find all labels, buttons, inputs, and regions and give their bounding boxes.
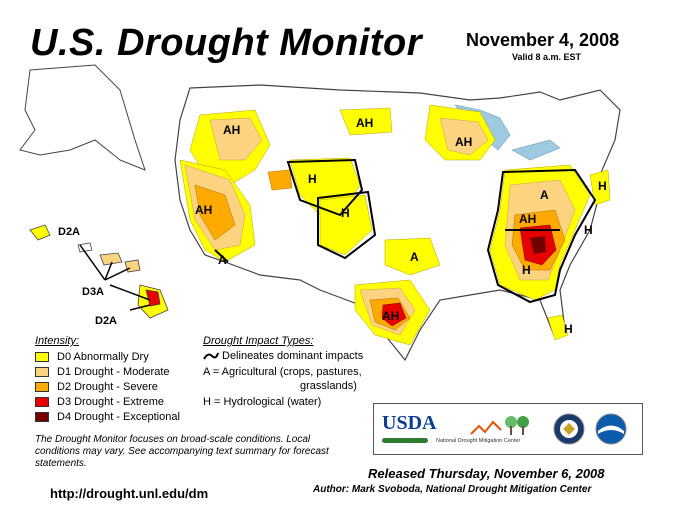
label-h-georgia: H [522, 263, 531, 277]
ndmc-logo-graphic [470, 416, 529, 435]
label-d3a-maui: D3A [82, 286, 105, 298]
legend-label: D2 Drought - Severe [57, 380, 158, 393]
legend-label: D0 Abnormally Dry [57, 350, 149, 363]
label-ah-texas: AH [382, 309, 400, 323]
label-h-florida: H [564, 322, 573, 336]
ndmc-logo: National Drought Mitigation Center [436, 438, 521, 444]
legend-swatch [35, 411, 49, 422]
label-h-wyoming: H [308, 172, 317, 186]
label-ah-northwest: AH [223, 123, 241, 137]
label-ah-tennessee: AH [519, 212, 537, 226]
impact-line-icon [203, 352, 219, 360]
author-credit: Author: Mark Svoboda, National Drought M… [313, 484, 592, 495]
label-a-oklahoma: A [410, 250, 419, 264]
label-ah-wisconsin: AH [455, 135, 473, 149]
impact-agricultural: A = Agricultural (crops, pastures, [203, 366, 362, 378]
label-h-northeast: H [598, 179, 607, 193]
legend-label: D4 Drought - Exceptional [57, 410, 180, 423]
legend-swatch [35, 366, 49, 377]
label-ah-california: AH [195, 203, 213, 217]
map-date: November 4, 2008 [466, 30, 620, 50]
website-url[interactable]: http://drought.unl.edu/dm [50, 486, 209, 501]
label-h-virginia: H [584, 223, 593, 237]
noaa-icon [595, 413, 627, 445]
impact-lines [214, 158, 597, 304]
label-h-colorado: H [341, 206, 350, 220]
label-a-ohio: A [540, 188, 549, 202]
legend-item-d1: D1 Drought - Moderate [35, 365, 170, 378]
legend-item-d2: D2 Drought - Severe [35, 380, 158, 393]
valid-time: Valid 8 a.m. EST [512, 52, 582, 62]
hawaii-shapes [29, 224, 169, 319]
map-title: U.S. Drought Monitor [30, 22, 423, 64]
legend-swatch [35, 351, 49, 362]
legend-label: D3 Drought - Extreme [57, 395, 164, 408]
released-date: Released Thursday, November 6, 2008 [368, 466, 605, 481]
legend-item-d4: D4 Drought - Exceptional [35, 410, 180, 423]
legend-item-d0: D0 Abnormally Dry [35, 350, 149, 363]
alaska-shape [19, 64, 146, 171]
label-a-arizona: A [218, 253, 227, 267]
legend-swatch [35, 396, 49, 407]
impact-agricultural-cont: grasslands) [300, 380, 357, 392]
seal-icon [553, 413, 585, 445]
logos-box: USDA National Drought Mitigation Center [373, 403, 643, 455]
usda-swoosh [382, 438, 428, 443]
impact-line-desc: Delineates dominant impacts [222, 350, 364, 362]
label-d2a-big-island: D2A [95, 315, 118, 327]
impact-hydrological: H = Hydrological (water) [203, 396, 322, 408]
legend-item-d3: D3 Drought - Extreme [35, 395, 164, 408]
label-ah-north-dakota: AH [356, 116, 374, 130]
hawaii-callout-lines [79, 244, 151, 311]
impact-types-title: Drought Impact Types: [203, 335, 314, 347]
legend-swatch [35, 381, 49, 392]
lake-erie [511, 139, 561, 161]
usda-logo: USDA [382, 412, 437, 434]
legend-title: Intensity: [35, 335, 80, 347]
legend-label: D1 Drought - Moderate [57, 365, 170, 378]
focus-note: The Drought Monitor focuses on broad-sca… [35, 434, 329, 469]
label-d2a-kauai: D2A [58, 226, 81, 238]
d4-areas [530, 236, 546, 254]
